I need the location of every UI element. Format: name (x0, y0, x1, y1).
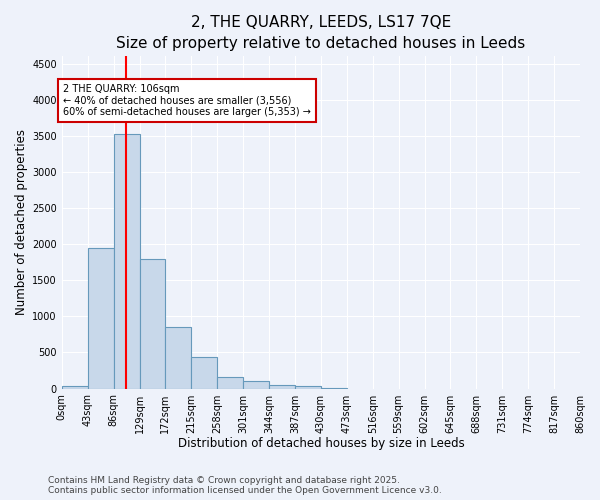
Title: 2, THE QUARRY, LEEDS, LS17 7QE
Size of property relative to detached houses in L: 2, THE QUARRY, LEEDS, LS17 7QE Size of p… (116, 15, 526, 51)
Bar (243, 382, 269, 388)
Text: 2 THE QUARRY: 106sqm
← 40% of detached houses are smaller (3,556)
60% of semi-de: 2 THE QUARRY: 106sqm ← 40% of detached h… (63, 84, 311, 117)
Bar (62, 386, 88, 388)
Bar (88, 248, 113, 388)
Bar (295, 386, 321, 388)
X-axis label: Distribution of detached houses by size in Leeds: Distribution of detached houses by size … (178, 437, 464, 450)
Y-axis label: Number of detached properties: Number of detached properties (15, 130, 28, 316)
Bar (140, 258, 166, 388)
Bar (191, 357, 217, 388)
Bar (217, 377, 243, 388)
Bar (113, 134, 140, 388)
Text: Contains HM Land Registry data © Crown copyright and database right 2025.
Contai: Contains HM Land Registry data © Crown c… (48, 476, 442, 495)
Bar (166, 327, 191, 388)
Bar (269, 384, 295, 388)
